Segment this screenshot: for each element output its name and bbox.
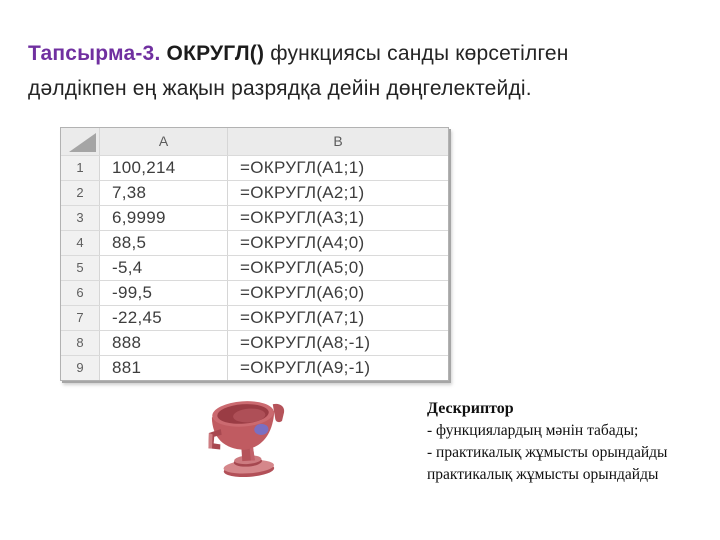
sheet-row: 8 888 =ОКРУГЛ(A8;-1): [61, 330, 448, 355]
descriptor-block: Дескриптор - функциялардың мәнін табады;…: [427, 398, 715, 486]
cell-value: 881: [99, 356, 227, 380]
cell-value: 100,214: [99, 156, 227, 180]
descriptor-line: практикалық жұмысты орындайды: [427, 466, 659, 483]
cell-value: 7,38: [99, 181, 227, 205]
sheet-row: 6 -99,5 =ОКРУГЛ(A6;0): [61, 280, 448, 305]
sheet-row: 2 7,38 =ОКРУГЛ(A2;1): [61, 180, 448, 205]
row-number: 6: [61, 281, 99, 305]
row-number: 2: [61, 181, 99, 205]
cell-value: -5,4: [99, 256, 227, 280]
cell-formula: =ОКРУГЛ(A4;0): [227, 231, 448, 255]
trophy-cup-icon: [208, 401, 285, 478]
cell-formula: =ОКРУГЛ(A2;1): [227, 181, 448, 205]
cell-formula: =ОКРУГЛ(A8;-1): [227, 331, 448, 355]
row-number: 8: [61, 331, 99, 355]
cell-value: 6,9999: [99, 206, 227, 230]
title-line-1: Тапсырма-3. ОКРУГЛ() функциясы санды көр…: [28, 36, 700, 71]
trophy-image: [200, 390, 293, 483]
column-header-b: B: [227, 128, 448, 155]
title-text-line1: функциясы санды көрсетілген: [270, 42, 569, 65]
sheet-row: 3 6,9999 =ОКРУГЛ(A3;1): [61, 205, 448, 230]
sheet-header-row: A B: [61, 128, 448, 155]
cell-formula: =ОКРУГЛ(A9;-1): [227, 356, 448, 380]
sheet-row: 5 -5,4 =ОКРУГЛ(A5;0): [61, 255, 448, 280]
cell-formula: =ОКРУГЛ(A7;1): [227, 306, 448, 330]
cell-formula: =ОКРУГЛ(A3;1): [227, 206, 448, 230]
descriptor-line: - практикалық жұмысты орындайды: [427, 444, 668, 461]
sheet-row: 7 -22,45 =ОКРУГЛ(A7;1): [61, 305, 448, 330]
sheet-row: 9 881 =ОКРУГЛ(A9;-1): [61, 355, 448, 380]
title-function-name: ОКРУГЛ(): [166, 42, 265, 65]
row-number: 1: [61, 156, 99, 180]
row-number: 7: [61, 306, 99, 330]
cell-value: -22,45: [99, 306, 227, 330]
cell-formula: =ОКРУГЛ(A1;1): [227, 156, 448, 180]
sheet-row: 1 100,214 =ОКРУГЛ(A1;1): [61, 155, 448, 180]
row-number: 9: [61, 356, 99, 380]
descriptor-line: - функциялардың мәнін табады;: [427, 422, 639, 439]
cell-value: 88,5: [99, 231, 227, 255]
select-all-triangle-icon: [69, 133, 96, 152]
slide-title: Тапсырма-3. ОКРУГЛ() функциясы санды көр…: [28, 36, 700, 106]
title-task-label: Тапсырма-3.: [28, 42, 161, 65]
descriptor-heading: Дескриптор: [427, 400, 514, 417]
row-number: 3: [61, 206, 99, 230]
spreadsheet-screenshot: A B 1 100,214 =ОКРУГЛ(A1;1) 2 7,38 =ОКРУ…: [60, 127, 449, 381]
row-number: 5: [61, 256, 99, 280]
column-header-a: A: [99, 128, 227, 155]
row-number: 4: [61, 231, 99, 255]
cell-value: -99,5: [99, 281, 227, 305]
select-all-corner: [61, 128, 99, 155]
cell-formula: =ОКРУГЛ(A5;0): [227, 256, 448, 280]
title-line-2: дәлдікпен ең жақын разрядқа дейін дөңгел…: [28, 77, 532, 100]
cell-formula: =ОКРУГЛ(A6;0): [227, 281, 448, 305]
cell-value: 888: [99, 331, 227, 355]
sheet-row: 4 88,5 =ОКРУГЛ(A4;0): [61, 230, 448, 255]
